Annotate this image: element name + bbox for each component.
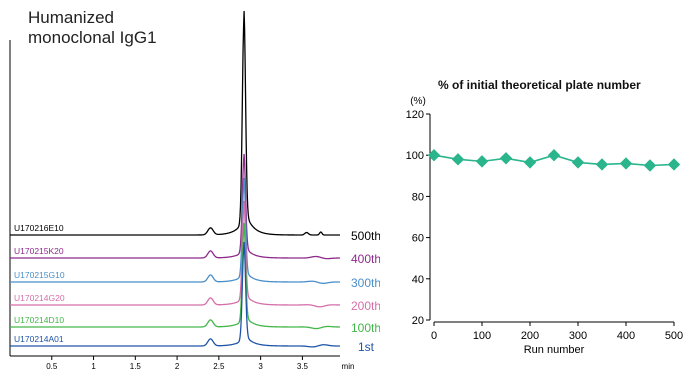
chromatogram-panel: Humanized monoclonal IgG1 0.5 1 1.5 2 2.5 3 3.… [9, 8, 380, 369]
chromatogram-title-line2: monoclonal IgG1 [28, 28, 157, 47]
plate-data-point [595, 158, 609, 171]
plate-x-tick-label: 200 [521, 330, 539, 342]
chromatogram-trace [10, 222, 340, 330]
plate-x-tick-label: 500 [665, 330, 683, 342]
plate-x-tick-label: 300 [569, 330, 587, 342]
plate-data-point [475, 155, 489, 168]
plate-x-axis-label: Run number [524, 344, 585, 356]
plate-data-point [619, 157, 633, 170]
chromatogram-plot: 0.5 1 1.5 2 2.5 3 3.5 min U170216E10 500th U170215… [9, 10, 380, 369]
chromatogram-x-tick-label: 3 [258, 362, 263, 369]
plate-data-point [427, 148, 441, 162]
chromatogram-x-tick-label: 2 [175, 362, 180, 369]
plate-y-tick-label: 20 [412, 315, 424, 327]
chromatogram-sample-label: U170216E10 [14, 223, 64, 233]
chromatogram-sample-label: U170214A01 [14, 334, 64, 344]
plate-number-plot: 20 40 60 80 100 120 (%) 0 100 200 300 400 500 Run num… [406, 96, 684, 356]
plate-number-title: % of initial theoretical plate number [438, 78, 641, 92]
plate-data-point [499, 152, 513, 165]
chromatogram-sample-label: U170215G10 [14, 270, 65, 280]
plate-number-panel: % of initial theoretical plate number 20… [388, 60, 688, 369]
chromatogram-x-tick-label: 3.5 [297, 362, 309, 369]
chromatogram-trace [10, 177, 340, 284]
plate-y-tick-label: 100 [406, 150, 424, 162]
plate-y-tick-label: 120 [406, 109, 424, 121]
chromatogram-run-label: 100th [351, 321, 380, 335]
chromatogram-x-tick-label: 0.5 [46, 362, 58, 369]
plate-y-tick-label: 40 [412, 274, 424, 286]
plate-y-tick-label: 80 [412, 191, 424, 203]
plate-data-point [667, 158, 681, 171]
chromatogram-x-tick-label: 1.5 [130, 362, 142, 369]
plate-data-point [451, 153, 465, 166]
plate-data-point [523, 156, 537, 169]
plate-x-tick-label: 0 [431, 330, 437, 342]
chromatogram-x-axis-label: min [342, 362, 355, 369]
plate-data-point [571, 156, 585, 169]
chromatogram-x-tick-label: 1 [91, 362, 96, 369]
chromatogram-run-label: 400th [351, 252, 380, 266]
chromatogram-trace [10, 241, 340, 348]
chromatogram-title-line1: Humanized [28, 8, 114, 27]
plate-data-point [547, 148, 561, 162]
plate-x-tick-label: 400 [617, 330, 635, 342]
chromatogram-trace [10, 200, 341, 308]
chromatogram-sample-label: U170214G20 [14, 293, 65, 303]
chromatogram-run-label: 200th [351, 299, 380, 313]
chromatogram-sample-label: U170214D10 [14, 315, 64, 325]
plate-data-point [643, 159, 657, 172]
chromatogram-trace [10, 153, 340, 260]
chromatogram-run-label: 300th [351, 276, 380, 290]
chromatogram-title: Humanized monoclonal IgG1 [28, 8, 157, 48]
chromatogram-trace [10, 10, 340, 236]
chromatogram-x-tick-label: 2.5 [213, 362, 225, 369]
chromatogram-run-label: 1st [358, 340, 375, 354]
chromatogram-run-label: 500th [351, 229, 380, 243]
plate-y-axis-label: (%) [410, 96, 426, 107]
plate-x-tick-label: 100 [473, 330, 491, 342]
chromatogram-sample-label: U170215K20 [14, 246, 64, 256]
plate-y-tick-label: 60 [412, 233, 424, 245]
